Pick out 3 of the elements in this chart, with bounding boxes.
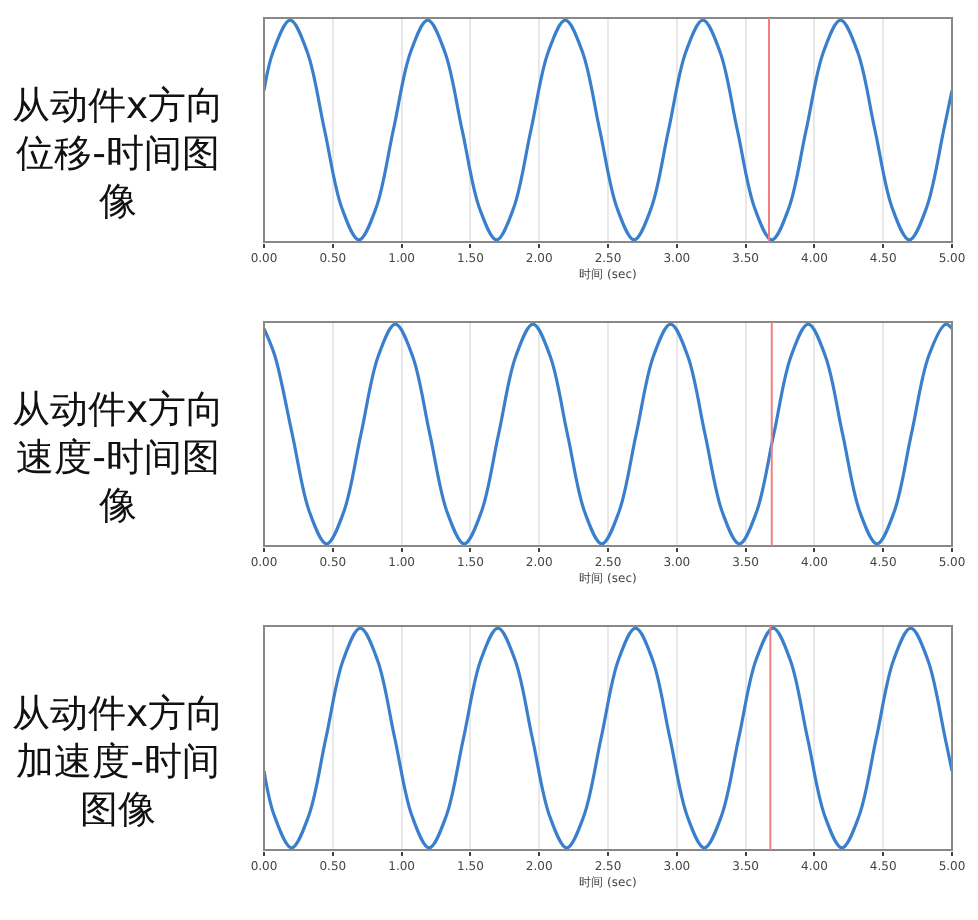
text: 从动件x方向位移-时间图像 bbox=[9, 82, 227, 226]
text: 从动件x方向速度-时间图像 bbox=[9, 386, 227, 530]
text: 从动件x方向加速度-时间图像 bbox=[9, 690, 227, 834]
